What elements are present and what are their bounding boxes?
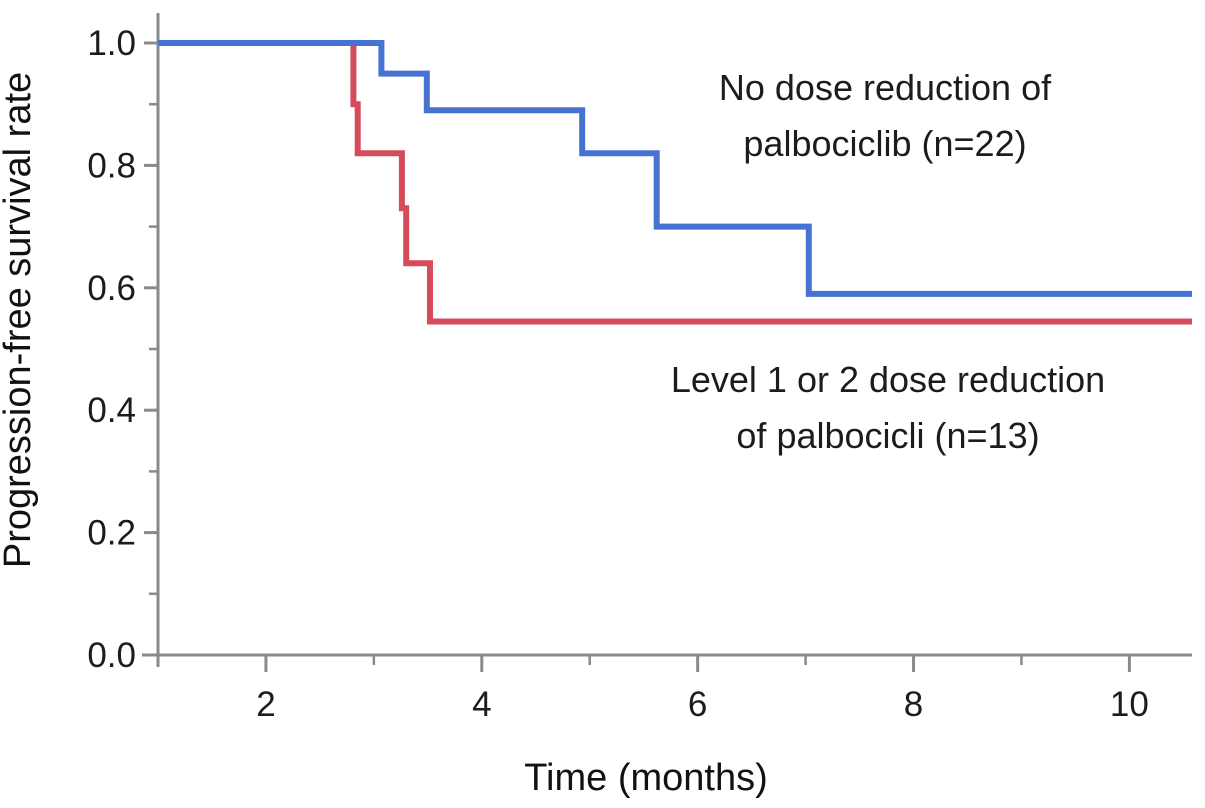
x-axis-title: Time (months): [524, 757, 768, 799]
y-tick-label: 0.2: [87, 514, 136, 553]
annotation-dose-reduction: Level 1 or 2 dose reduction of palbocicl…: [671, 352, 1105, 464]
series-layer: [158, 40, 1192, 325]
x-tick-label: 2: [256, 685, 275, 724]
x-tick-label: 4: [472, 685, 491, 724]
annotation-dose-reduction-line2: of palbocicli (n=13): [736, 415, 1040, 456]
x-tick-label: 10: [1110, 685, 1149, 724]
y-tick-label: 1.0: [87, 24, 136, 63]
y-tick-label: 0.0: [87, 636, 136, 675]
x-tick-label: 6: [688, 685, 707, 724]
y-tick-label: 0.6: [87, 269, 136, 308]
survival-curve: [158, 40, 1192, 325]
y-tick-label: 0.4: [87, 391, 136, 430]
y-tick-label: 0.8: [87, 146, 136, 185]
axes-layer: 0.0 0.2 0.4 0.6 0.8 1.0 2 4 6 8 10: [87, 13, 1192, 724]
annotation-no-dose-reduction-line2: palbociclib (n=22): [743, 123, 1027, 164]
annotation-dose-reduction-line1: Level 1 or 2 dose reduction: [670, 359, 1106, 400]
annotation-no-dose-reduction-line1: No dose reduction of: [718, 67, 1052, 108]
x-tick-label: 8: [904, 685, 923, 724]
annotation-no-dose-reduction: No dose reduction of palbociclib (n=22): [719, 60, 1051, 172]
survival-curve: [158, 40, 1192, 297]
y-axis-title: Progression-free survival rate: [0, 72, 39, 568]
